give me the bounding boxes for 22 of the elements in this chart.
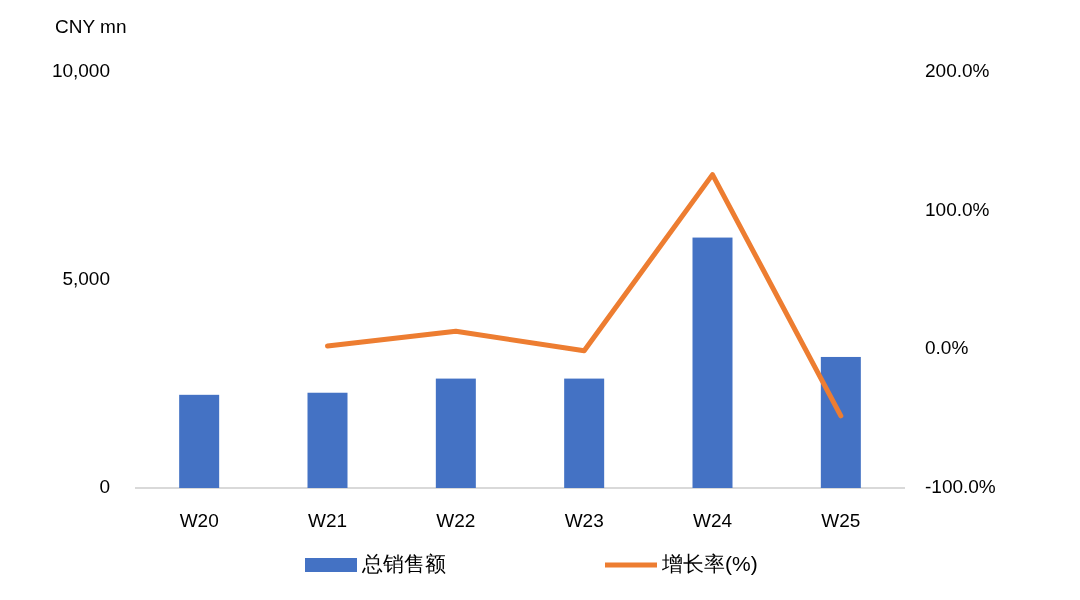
y2-tick-label: -100.0% (925, 476, 996, 498)
y-axis-title: CNY mn (55, 16, 127, 38)
bar (820, 356, 861, 488)
y2-tick-label: 200.0% (925, 60, 990, 82)
bar (692, 237, 733, 488)
y-tick-label: 0 (99, 476, 110, 498)
x-tick-label: W23 (564, 510, 604, 532)
y2-tick-label: 0.0% (925, 337, 969, 359)
y-tick-label: 5,000 (62, 268, 110, 290)
x-tick-label: W21 (307, 510, 348, 532)
x-tick-label: W24 (692, 510, 733, 532)
bar (179, 394, 220, 488)
x-tick-label: W22 (436, 510, 476, 532)
legend-label: 增长率(%) (661, 551, 758, 575)
y2-tick-label: 100.0% (925, 198, 990, 220)
bar (307, 392, 348, 488)
bar (435, 378, 476, 488)
bar (564, 378, 605, 488)
x-tick-label: W25 (821, 510, 861, 532)
y-tick-label: 10,000 (51, 60, 110, 82)
legend-label: 总销售额 (361, 551, 446, 575)
x-tick-label: W20 (179, 510, 219, 532)
